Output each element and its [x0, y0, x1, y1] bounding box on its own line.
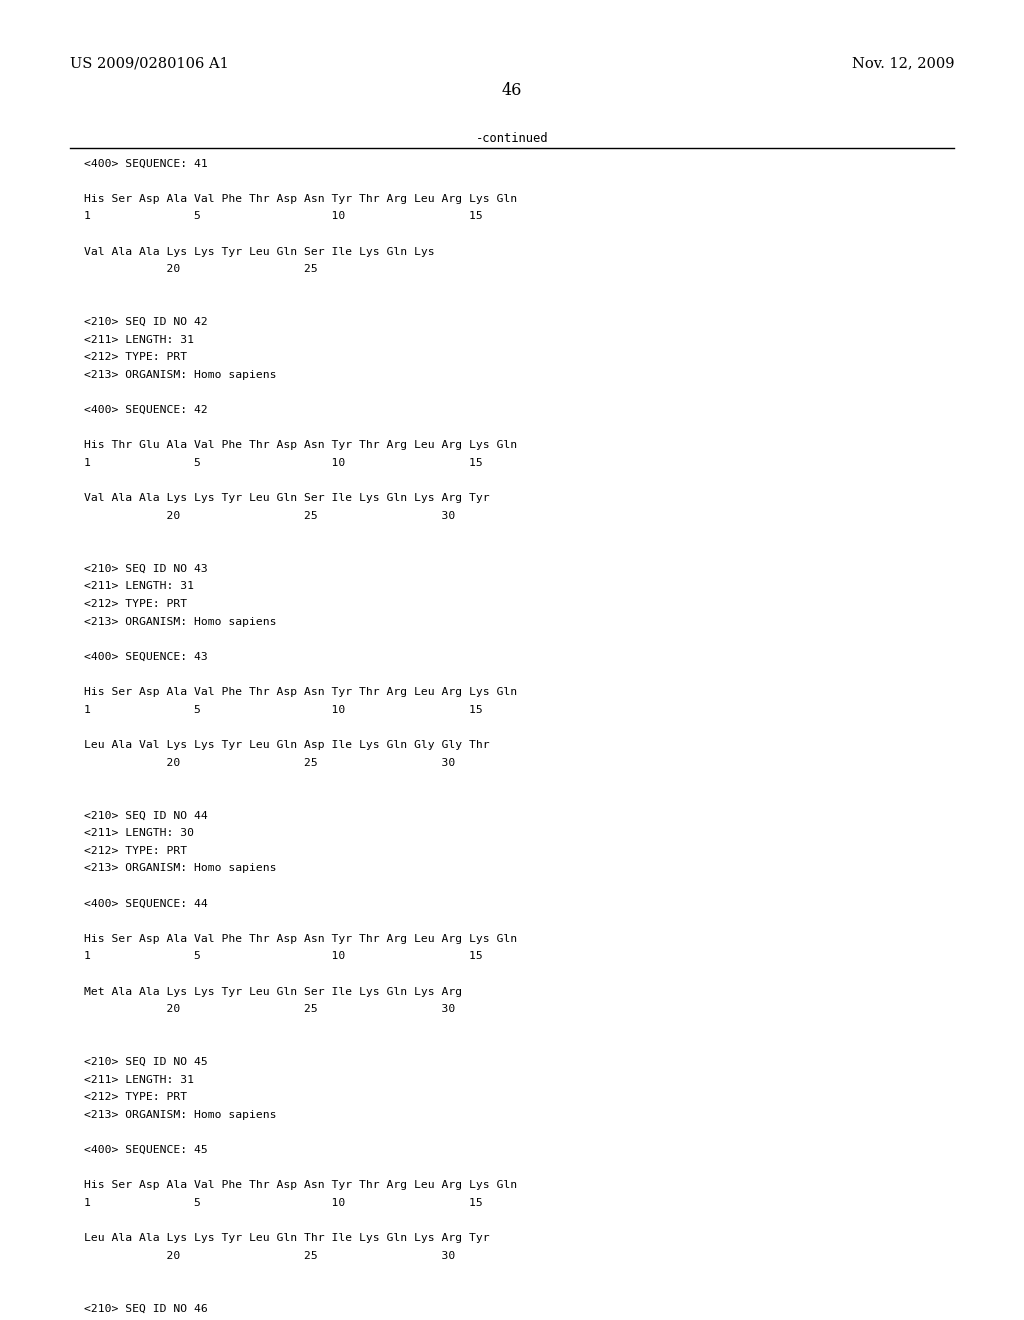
Text: US 2009/0280106 A1: US 2009/0280106 A1: [70, 57, 228, 71]
Text: Leu Ala Val Lys Lys Tyr Leu Gln Asp Ile Lys Gln Gly Gly Thr: Leu Ala Val Lys Lys Tyr Leu Gln Asp Ile …: [84, 741, 489, 750]
Text: 46: 46: [502, 82, 522, 99]
Text: <212> TYPE: PRT: <212> TYPE: PRT: [84, 1093, 187, 1102]
Text: His Ser Asp Ala Val Phe Thr Asp Asn Tyr Thr Arg Leu Arg Lys Gln: His Ser Asp Ala Val Phe Thr Asp Asn Tyr …: [84, 686, 517, 697]
Text: <210> SEQ ID NO 43: <210> SEQ ID NO 43: [84, 564, 208, 574]
Text: <213> ORGANISM: Homo sapiens: <213> ORGANISM: Homo sapiens: [84, 1110, 276, 1119]
Text: <212> TYPE: PRT: <212> TYPE: PRT: [84, 599, 187, 609]
Text: His Ser Asp Ala Val Phe Thr Asp Asn Tyr Thr Arg Leu Arg Lys Gln: His Ser Asp Ala Val Phe Thr Asp Asn Tyr …: [84, 194, 517, 203]
Text: 20                  25: 20 25: [84, 264, 317, 275]
Text: <400> SEQUENCE: 45: <400> SEQUENCE: 45: [84, 1146, 208, 1155]
Text: 1               5                   10                  15: 1 5 10 15: [84, 1199, 482, 1208]
Text: <211> LENGTH: 31: <211> LENGTH: 31: [84, 1074, 194, 1085]
Text: <211> LENGTH: 30: <211> LENGTH: 30: [84, 828, 194, 838]
Text: <212> TYPE: PRT: <212> TYPE: PRT: [84, 352, 187, 362]
Text: 1               5                   10                  15: 1 5 10 15: [84, 211, 482, 222]
Text: 1               5                   10                  15: 1 5 10 15: [84, 705, 482, 714]
Text: 1               5                   10                  15: 1 5 10 15: [84, 952, 482, 961]
Text: <211> LENGTH: 31: <211> LENGTH: 31: [84, 581, 194, 591]
Text: <400> SEQUENCE: 44: <400> SEQUENCE: 44: [84, 899, 208, 908]
Text: <210> SEQ ID NO 42: <210> SEQ ID NO 42: [84, 317, 208, 327]
Text: His Ser Asp Ala Val Phe Thr Asp Asn Tyr Thr Arg Leu Arg Lys Gln: His Ser Asp Ala Val Phe Thr Asp Asn Tyr …: [84, 933, 517, 944]
Text: -continued: -continued: [476, 132, 548, 145]
Text: <213> ORGANISM: Homo sapiens: <213> ORGANISM: Homo sapiens: [84, 370, 276, 380]
Text: <213> ORGANISM: Homo sapiens: <213> ORGANISM: Homo sapiens: [84, 616, 276, 627]
Text: <400> SEQUENCE: 43: <400> SEQUENCE: 43: [84, 652, 208, 661]
Text: <400> SEQUENCE: 42: <400> SEQUENCE: 42: [84, 405, 208, 414]
Text: 20                  25                  30: 20 25 30: [84, 511, 456, 521]
Text: <213> ORGANISM: Homo sapiens: <213> ORGANISM: Homo sapiens: [84, 863, 276, 874]
Text: Nov. 12, 2009: Nov. 12, 2009: [852, 57, 954, 71]
Text: Val Ala Ala Lys Lys Tyr Leu Gln Ser Ile Lys Gln Lys: Val Ala Ala Lys Lys Tyr Leu Gln Ser Ile …: [84, 247, 434, 256]
Text: His Thr Glu Ala Val Phe Thr Asp Asn Tyr Thr Arg Leu Arg Lys Gln: His Thr Glu Ala Val Phe Thr Asp Asn Tyr …: [84, 441, 517, 450]
Text: Met Ala Ala Lys Lys Tyr Leu Gln Ser Ile Lys Gln Lys Arg: Met Ala Ala Lys Lys Tyr Leu Gln Ser Ile …: [84, 986, 462, 997]
Text: <400> SEQUENCE: 41: <400> SEQUENCE: 41: [84, 158, 208, 169]
Text: 1               5                   10                  15: 1 5 10 15: [84, 458, 482, 469]
Text: 20                  25                  30: 20 25 30: [84, 1005, 456, 1014]
Text: Val Ala Ala Lys Lys Tyr Leu Gln Ser Ile Lys Gln Lys Arg Tyr: Val Ala Ala Lys Lys Tyr Leu Gln Ser Ile …: [84, 494, 489, 503]
Text: <210> SEQ ID NO 45: <210> SEQ ID NO 45: [84, 1057, 208, 1067]
Text: <211> LENGTH: 31: <211> LENGTH: 31: [84, 335, 194, 345]
Text: 20                  25                  30: 20 25 30: [84, 758, 456, 767]
Text: <212> TYPE: PRT: <212> TYPE: PRT: [84, 846, 187, 855]
Text: His Ser Asp Ala Val Phe Thr Asp Asn Tyr Thr Arg Leu Arg Lys Gln: His Ser Asp Ala Val Phe Thr Asp Asn Tyr …: [84, 1180, 517, 1191]
Text: Leu Ala Ala Lys Lys Tyr Leu Gln Thr Ile Lys Gln Lys Arg Tyr: Leu Ala Ala Lys Lys Tyr Leu Gln Thr Ile …: [84, 1233, 489, 1243]
Text: 20                  25                  30: 20 25 30: [84, 1251, 456, 1261]
Text: <210> SEQ ID NO 44: <210> SEQ ID NO 44: [84, 810, 208, 821]
Text: <210> SEQ ID NO 46: <210> SEQ ID NO 46: [84, 1304, 208, 1313]
